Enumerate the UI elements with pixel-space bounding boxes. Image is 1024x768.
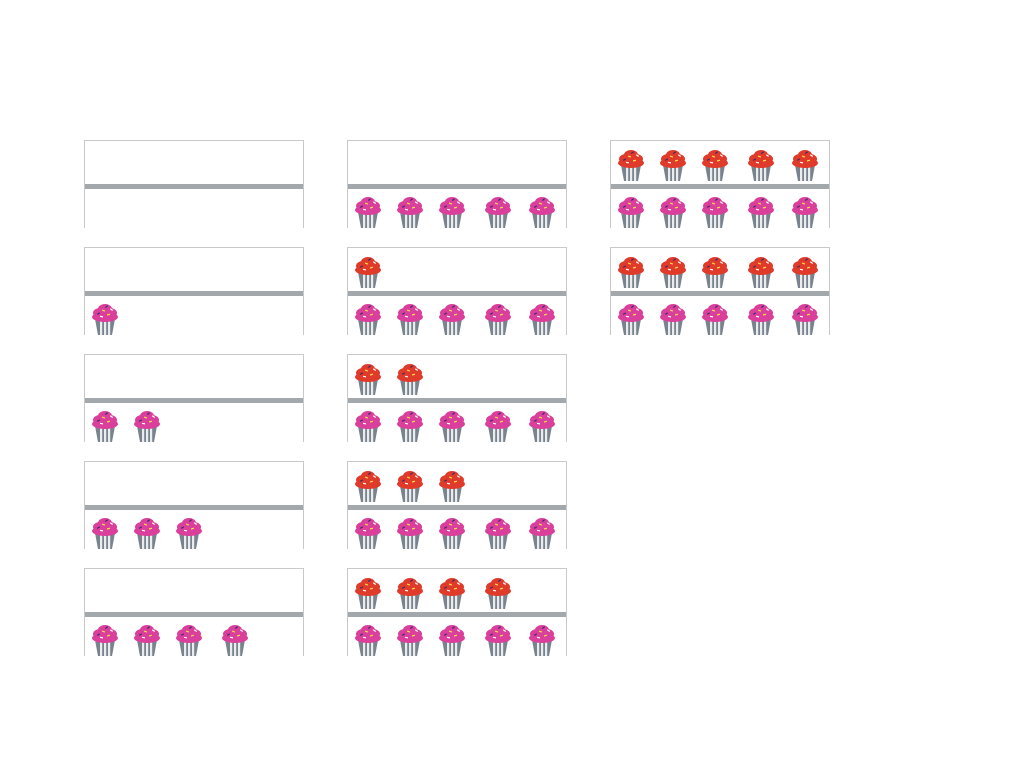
pink-cupcake-icon (351, 623, 385, 656)
red-cupcake-icon (351, 362, 385, 396)
red-cupcake-icon (744, 255, 778, 289)
ten-frame-card (84, 140, 304, 228)
red-cupcake-icon (788, 255, 822, 289)
shelf-divider (611, 184, 829, 189)
red-cupcake-icon (481, 576, 515, 610)
red-cupcake-icon (435, 576, 469, 610)
pink-cupcake-icon (351, 516, 385, 549)
pink-cupcake-icon (130, 409, 164, 442)
ten-frame-card (84, 568, 304, 656)
pink-cupcake-icon (435, 195, 469, 228)
pink-cupcake-icon (481, 516, 515, 549)
ten-frame-card (347, 247, 567, 335)
pink-cupcake-icon (393, 195, 427, 228)
red-cupcake-icon (393, 576, 427, 610)
pink-cupcake-icon (614, 195, 648, 228)
pink-cupcake-icon (218, 623, 252, 656)
red-cupcake-icon (393, 362, 427, 396)
pink-cupcake-icon (351, 302, 385, 335)
pink-cupcake-icon (172, 516, 206, 549)
pink-cupcake-icon (656, 195, 690, 228)
pink-cupcake-icon (435, 623, 469, 656)
red-cupcake-icon (614, 148, 648, 182)
pink-cupcake-icon (698, 302, 732, 335)
red-cupcake-icon (656, 148, 690, 182)
red-cupcake-icon (698, 148, 732, 182)
red-cupcake-icon (435, 469, 469, 503)
pink-cupcake-icon (435, 409, 469, 442)
shelf-divider (348, 291, 566, 296)
pink-cupcake-icon (614, 302, 648, 335)
pink-cupcake-icon (88, 302, 122, 335)
ten-frame-card (610, 247, 830, 335)
pink-cupcake-icon (88, 516, 122, 549)
shelf-divider (85, 612, 303, 617)
ten-frame-card (84, 354, 304, 442)
pink-cupcake-icon (393, 516, 427, 549)
red-cupcake-icon (351, 255, 385, 289)
pink-cupcake-icon (525, 516, 559, 549)
pink-cupcake-icon (393, 302, 427, 335)
ten-frame-card (347, 568, 567, 656)
red-cupcake-icon (744, 148, 778, 182)
pink-cupcake-icon (744, 195, 778, 228)
pink-cupcake-icon (481, 409, 515, 442)
pink-cupcake-icon (393, 623, 427, 656)
pink-cupcake-icon (788, 195, 822, 228)
red-cupcake-icon (788, 148, 822, 182)
pink-cupcake-icon (435, 302, 469, 335)
ten-frame-card (347, 461, 567, 549)
pink-cupcake-icon (788, 302, 822, 335)
pink-cupcake-icon (172, 623, 206, 656)
pink-cupcake-icon (744, 302, 778, 335)
pink-cupcake-icon (698, 195, 732, 228)
shelf-divider (85, 505, 303, 510)
shelf-divider (348, 505, 566, 510)
pink-cupcake-icon (525, 409, 559, 442)
shelf-divider (85, 184, 303, 189)
pink-cupcake-icon (393, 409, 427, 442)
pink-cupcake-icon (435, 516, 469, 549)
red-cupcake-icon (351, 576, 385, 610)
red-cupcake-icon (698, 255, 732, 289)
ten-frame-card (347, 140, 567, 228)
red-cupcake-icon (393, 469, 427, 503)
shelf-divider (85, 291, 303, 296)
ten-frame-card (84, 461, 304, 549)
shelf-divider (85, 398, 303, 403)
pink-cupcake-icon (88, 409, 122, 442)
pink-cupcake-icon (525, 302, 559, 335)
shelf-divider (348, 184, 566, 189)
red-cupcake-icon (351, 469, 385, 503)
pink-cupcake-icon (656, 302, 690, 335)
pink-cupcake-icon (351, 195, 385, 228)
ten-frame-card (84, 247, 304, 335)
shelf-divider (348, 398, 566, 403)
shelf-divider (348, 612, 566, 617)
pink-cupcake-icon (130, 516, 164, 549)
ten-frame-card (347, 354, 567, 442)
pink-cupcake-icon (130, 623, 164, 656)
pink-cupcake-icon (525, 623, 559, 656)
shelf-divider (611, 291, 829, 296)
red-cupcake-icon (656, 255, 690, 289)
pink-cupcake-icon (88, 623, 122, 656)
pink-cupcake-icon (351, 409, 385, 442)
pink-cupcake-icon (481, 195, 515, 228)
pink-cupcake-icon (481, 623, 515, 656)
pink-cupcake-icon (481, 302, 515, 335)
red-cupcake-icon (614, 255, 648, 289)
ten-frame-card (610, 140, 830, 228)
pink-cupcake-icon (525, 195, 559, 228)
